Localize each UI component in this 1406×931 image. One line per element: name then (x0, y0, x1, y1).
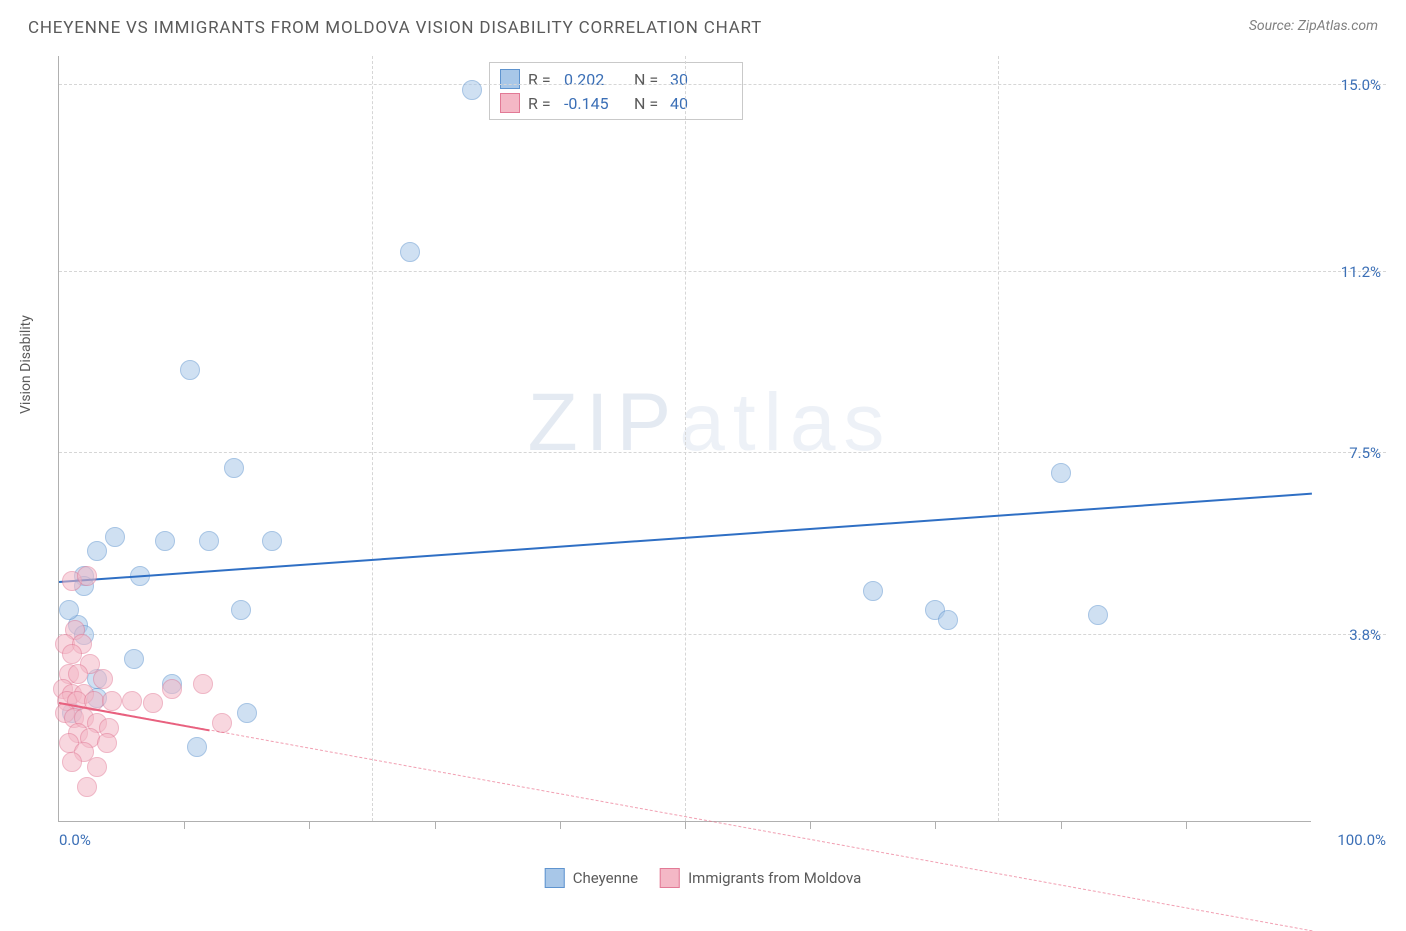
x-axis-tick (309, 821, 310, 829)
scatter-point (77, 777, 97, 797)
scatter-point (863, 581, 883, 601)
scatter-point (62, 644, 82, 664)
x-axis-tick (1186, 821, 1187, 829)
x-axis-tick (810, 821, 811, 829)
legend-correlation-row: R = -0.145 N = 40 (500, 91, 732, 115)
scatter-point (231, 600, 251, 620)
legend-series-label: Cheyenne (573, 869, 638, 887)
scatter-point (237, 703, 257, 723)
legend-correlation: R = 0.202 N = 30 R = -0.145 N = 40 (489, 62, 743, 120)
scatter-point (77, 566, 97, 586)
gridline-vertical (685, 56, 686, 821)
scatter-point (68, 664, 88, 684)
watermark-thin: atlas (679, 377, 892, 468)
scatter-point (97, 733, 117, 753)
scatter-point (938, 610, 958, 630)
legend-series-item: Cheyenne (545, 868, 638, 888)
legend-n-value: 40 (670, 94, 732, 113)
legend-series-item: Immigrants from Moldova (660, 868, 861, 888)
gridline-vertical (372, 56, 373, 821)
x-axis-tick (685, 821, 686, 829)
legend-r-value: 0.202 (564, 70, 626, 89)
x-axis-max-label: 100.0% (1337, 831, 1386, 849)
scatter-point (1088, 605, 1108, 625)
scatter-point (155, 531, 175, 551)
gridline-horizontal (59, 452, 1386, 453)
plot-area: ZIPatlas R =0.202N =30R =-0.145N =40 0.0… (58, 56, 1311, 822)
chart-header: CHEYENNE VS IMMIGRANTS FROM MOLDOVA VISI… (0, 0, 1406, 46)
scatter-point (124, 649, 144, 669)
scatter-point (87, 541, 107, 561)
legend-n-label: N = (634, 94, 662, 113)
legend-series-label: Immigrants from Moldova (688, 869, 861, 887)
y-axis-tick-label: 15.0% (1341, 76, 1381, 94)
scatter-point (162, 679, 182, 699)
y-axis-tick-label: 11.2% (1341, 263, 1381, 281)
legend-swatch (500, 69, 520, 89)
scatter-point (224, 458, 244, 478)
x-axis-tick (560, 821, 561, 829)
x-axis-tick (435, 821, 436, 829)
legend-n-value: 30 (670, 70, 732, 89)
scatter-point (122, 691, 142, 711)
legend-r-label: R = (528, 70, 556, 89)
scatter-point (93, 669, 113, 689)
scatter-point (143, 693, 163, 713)
scatter-point (102, 691, 122, 711)
x-axis-tick (935, 821, 936, 829)
legend-series: Cheyenne Immigrants from Moldova (545, 868, 862, 888)
gridline-horizontal (59, 271, 1386, 272)
watermark: ZIPatlas (528, 376, 893, 470)
scatter-point (187, 737, 207, 757)
legend-swatch (500, 93, 520, 113)
chart-title: CHEYENNE VS IMMIGRANTS FROM MOLDOVA VISI… (28, 18, 762, 38)
source-attribution: Source: ZipAtlas.com (1249, 18, 1378, 34)
gridline-horizontal (59, 634, 1386, 635)
legend-swatch (660, 868, 680, 888)
x-axis-min-label: 0.0% (59, 831, 91, 849)
chart-container: Vision Disability ZIPatlas R =0.202N =30… (28, 56, 1386, 852)
x-axis-tick (184, 821, 185, 829)
scatter-point (462, 80, 482, 100)
y-axis-tick-label: 7.5% (1349, 444, 1381, 462)
scatter-point (105, 527, 125, 547)
y-axis-tick-label: 3.8% (1349, 626, 1381, 644)
scatter-point (199, 531, 219, 551)
x-axis-tick (1061, 821, 1062, 829)
scatter-point (87, 757, 107, 777)
y-axis-title: Vision Disability (18, 315, 34, 414)
gridline-vertical (998, 56, 999, 821)
legend-r-value: -0.145 (564, 94, 626, 113)
scatter-point (400, 242, 420, 262)
legend-correlation-row: R = 0.202 N = 30 (500, 67, 732, 91)
scatter-point (62, 752, 82, 772)
legend-swatch (545, 868, 565, 888)
legend-r-label: R = (528, 94, 556, 113)
legend-n-label: N = (634, 70, 662, 89)
gridline-horizontal (59, 84, 1386, 85)
scatter-point (193, 674, 213, 694)
scatter-point (262, 531, 282, 551)
scatter-point (180, 360, 200, 380)
scatter-point (1051, 463, 1071, 483)
scatter-point (59, 600, 79, 620)
watermark-bold: ZIP (528, 377, 680, 468)
